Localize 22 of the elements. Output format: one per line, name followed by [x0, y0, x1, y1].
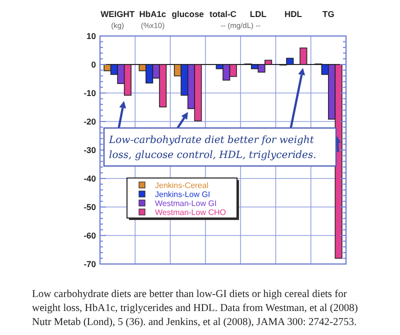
y-tick-label: -20 — [84, 116, 96, 126]
x-tick-label: glucose — [172, 9, 204, 19]
x-tick-label: LDL — [250, 9, 266, 19]
text: Low carbohydrate diets are better than low-GI diets or high cereal diets for weight loss, HbA1c, triglycerides and HDL. Data from Westman, et al (2008) Nutr Metab (Lond), 5 (36). and Jenkins, et al (2008), JAMA 300: 2742-2753. — [32, 289, 358, 328]
x-tick-label: HDL — [284, 9, 302, 19]
x-tick-label: TG — [322, 9, 335, 19]
y-tick-label: -60 — [84, 230, 96, 240]
y-tick-label: -50 — [84, 202, 96, 212]
x-tick-label: total-C — [210, 9, 236, 19]
y-tick-label: -40 — [84, 173, 96, 184]
y-tick-label: 10 — [86, 30, 96, 41]
annotation: Low-carbohydrate diet better for weight loss, glucose control, HDL, triglycerides. — [108, 135, 316, 161]
y-tick-label: -70 — [84, 258, 96, 269]
x-tick-label: WEIGHT — [100, 9, 136, 19]
legend-label: Jenkins-Low GI — [155, 190, 210, 199]
legend-label: Jenkins-Cereal — [155, 180, 209, 190]
y-tick-label: 0 — [91, 59, 96, 70]
x-tick-label: HbA1c — [139, 9, 166, 19]
y-tick-label: -30 — [84, 144, 96, 155]
y-tick-label: -10 — [84, 88, 96, 98]
legend-label: Westman-Low GI — [155, 198, 217, 208]
legend-label: Westman-Low CHO — [155, 208, 226, 217]
